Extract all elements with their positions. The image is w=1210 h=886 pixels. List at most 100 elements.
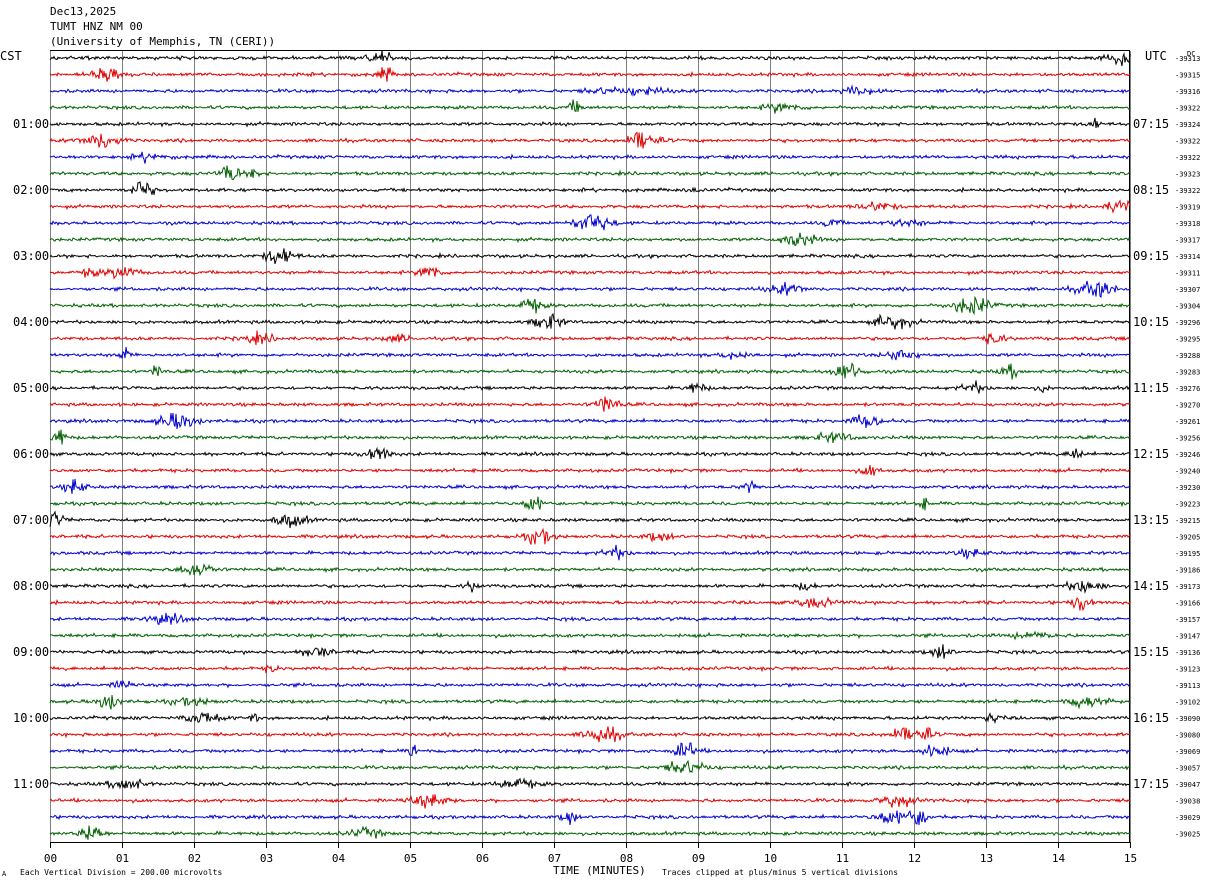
right-hour-label-1315: 13:15 [1133,513,1169,527]
trace-21 [49,380,1130,394]
trace-40 [49,695,1131,710]
dc-offset-25: -39246 [1175,451,1200,459]
x-tick-label-10: 10 [764,852,777,865]
dc-offset-40: -39102 [1175,699,1200,707]
trace-38 [49,664,1131,674]
trace-44 [49,759,1131,774]
x-tick-label-07: 07 [548,852,561,865]
dc-offset-48: -39025 [1175,831,1200,839]
trace-15 [49,280,1131,299]
left-hour-label-0500: 05:00 [13,381,49,395]
trace-5 [49,117,1131,129]
trace-48 [49,825,1131,840]
dc-offset-38: -39123 [1175,666,1200,674]
dc-offset-10: -39319 [1175,204,1200,212]
dc-offset-45: -39047 [1175,781,1200,789]
trace-26 [49,465,1131,476]
trace-4 [49,99,1131,114]
trace-13 [49,248,1131,265]
x-tick-label-01: 01 [116,852,129,865]
x-tick-label-05: 05 [404,852,417,865]
trace-31 [50,544,1131,561]
dc-offset-21: -39276 [1175,385,1200,393]
trace-33 [49,579,1131,594]
dc-offset-29: -39215 [1175,517,1200,525]
left-timezone-label: CST [0,49,22,63]
dc-offset-4: -39322 [1175,105,1200,113]
plot-frame [50,50,1130,843]
right-hour-label-1215: 12:15 [1133,447,1169,461]
trace-8 [49,165,1131,181]
trace-3 [49,84,1131,97]
dc-offset-7: -39322 [1175,154,1200,162]
trace-37 [49,644,1131,659]
trace-27 [49,478,1131,494]
header-network: (University of Memphis, TN (CERI)) [50,35,276,48]
dc-offset-14: -39311 [1175,270,1200,278]
header-station: TUMT HNZ NM 00 [50,20,143,33]
grid-lines [50,51,1131,848]
dc-offset-27: -39230 [1175,484,1200,492]
left-hour-label-1000: 10:00 [13,711,49,725]
scale-symbol: A [2,870,7,878]
dc-offset-36: -39147 [1175,633,1200,641]
traces [49,50,1131,840]
dc-offset-24: -39256 [1175,435,1200,443]
trace-12 [49,232,1131,247]
trace-36 [49,630,1131,641]
trace-39 [49,679,1131,689]
dc-offset-37: -39136 [1175,649,1200,657]
right-hour-label-1415: 14:15 [1133,579,1169,593]
trace-1 [49,50,1131,67]
left-hour-label-0800: 08:00 [13,579,49,593]
dc-offset-3: -39316 [1175,88,1200,96]
dc-offset-41: -39090 [1175,715,1200,723]
x-tick-label-12: 12 [908,852,921,865]
clip-note: Traces clipped at plus/minus 5 vertical … [662,868,898,877]
trace-30 [49,527,1131,545]
right-hour-label-1515: 15:15 [1133,645,1169,659]
left-hour-label-0400: 04:00 [13,315,49,329]
trace-25 [49,446,1131,460]
x-tick-label-02: 02 [188,852,201,865]
dc-offset-31: -39195 [1175,550,1200,558]
trace-20 [49,362,1131,380]
dc-offset-8: -39323 [1175,171,1200,179]
dc-offset-2: -39315 [1175,72,1200,80]
dc-offset-6: -39322 [1175,138,1200,146]
trace-41 [49,711,1131,725]
left-hour-label-0900: 09:00 [13,645,49,659]
trace-47 [50,810,1131,826]
dc-offset-34: -39166 [1175,600,1200,608]
scale-note: Each Vertical Division = 200.00 microvol… [20,868,222,877]
trace-10 [49,199,1131,214]
trace-23 [49,412,1131,430]
trace-16 [49,295,1131,316]
right-hour-label-0715: 07:15 [1133,117,1169,131]
trace-14 [49,266,1131,280]
dc-offset-11: -39318 [1175,220,1200,228]
x-tick-label-11: 11 [836,852,849,865]
dc-offset-23: -39261 [1175,418,1200,426]
x-axis-title: TIME (MINUTES) [553,864,646,877]
trace-42 [49,726,1131,743]
trace-28 [49,496,1131,511]
dc-offset-42: -39080 [1175,732,1200,740]
dc-offset-17: -39296 [1175,319,1200,327]
left-hour-label-0700: 07:00 [13,513,49,527]
dc-offset-16: -39304 [1175,303,1200,311]
x-tick-label-08: 08 [620,852,633,865]
trace-29 [49,510,1131,529]
left-hour-label-0100: 01:00 [13,117,49,131]
trace-43 [49,742,1131,758]
trace-34 [49,596,1131,612]
trace-7 [49,151,1131,164]
trace-6 [49,131,1131,149]
dc-offset-1: -39313 [1175,55,1200,63]
trace-17 [49,312,1131,330]
trace-2 [49,67,1131,82]
dc-offset-47: -39029 [1175,814,1200,822]
left-hour-label-1100: 11:00 [13,777,49,791]
dc-offset-20: -39283 [1175,369,1200,377]
